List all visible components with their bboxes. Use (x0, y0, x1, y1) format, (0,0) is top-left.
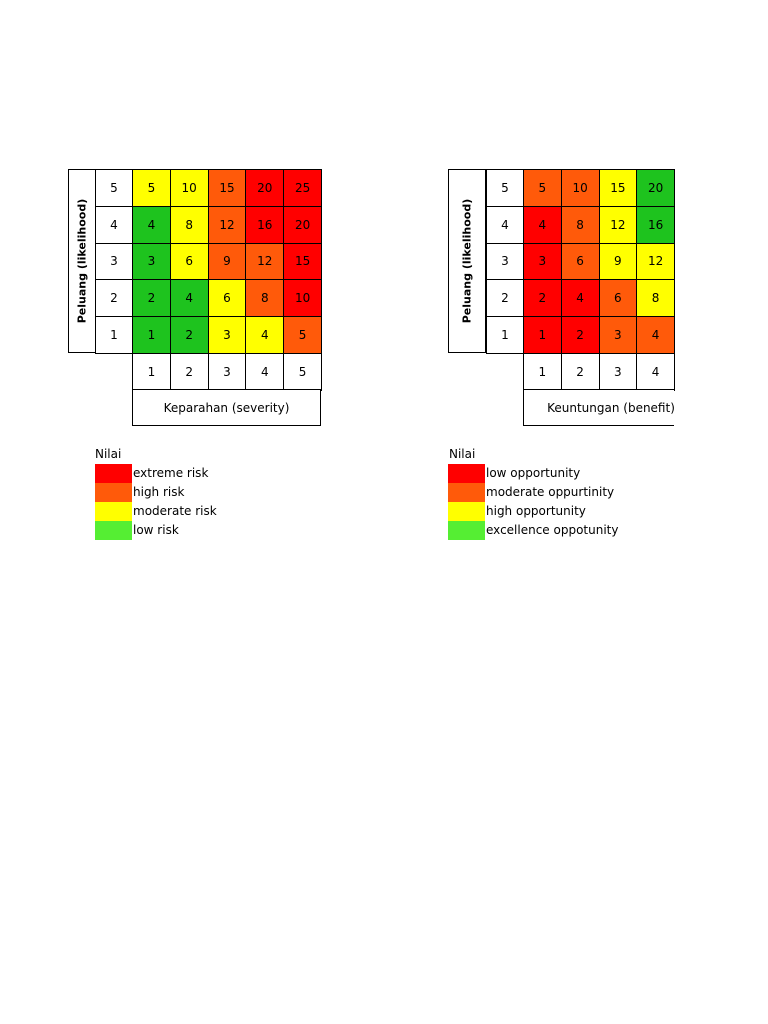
opportunity_matrix-legend-swatch (448, 502, 485, 521)
opportunity_matrix-legend-label: excellence oppotunity (486, 523, 619, 537)
opportunity_matrix-cell: 5 (523, 169, 562, 207)
risk_matrix-legend-swatch (95, 521, 132, 540)
opportunity_matrix-legend-swatch (448, 521, 485, 540)
risk_matrix-cell: 10 (283, 279, 322, 318)
risk_matrix-cell: 10 (169, 169, 209, 207)
opportunity-x-axis-clip: Keuntungan (benefit) (523, 389, 674, 427)
opportunity_matrix-col-header: 1 (523, 353, 562, 391)
opportunity_matrix-cell: 9 (598, 242, 638, 281)
risk_matrix-legend-label: high risk (133, 485, 185, 499)
opportunity_matrix-legend-label: low opportunity (486, 466, 581, 480)
risk_matrix-cell: 4 (169, 279, 209, 318)
risk_matrix-cell: 20 (245, 169, 285, 207)
opportunity_matrix-cell: 8 (636, 279, 675, 318)
opportunity_matrix-col-header: 4 (636, 353, 675, 391)
risk_matrix-cell: 15 (283, 242, 322, 281)
opportunity_matrix-legend-label: high opportunity (486, 504, 586, 518)
opportunity_matrix-cell: 15 (598, 169, 638, 207)
opportunity_matrix-cell: 4 (636, 316, 675, 354)
opportunity_matrix-cell: 16 (636, 205, 675, 244)
risk_matrix-cell: 8 (245, 279, 285, 318)
opportunity_matrix-cell: 8 (560, 205, 600, 244)
opportunity-y-axis-label-box: Peluang (likelihood) (448, 169, 486, 353)
opportunity_matrix-cell: 12 (598, 205, 638, 244)
risk-y-axis-label-box: Peluang (likelihood) (68, 169, 96, 353)
opportunity_matrix-row-header: 1 (486, 316, 524, 354)
opportunity_matrix-cell: 6 (598, 279, 638, 318)
risk_matrix-cell: 16 (245, 205, 285, 244)
risk_matrix-col-header: 2 (169, 353, 209, 391)
opportunity_matrix-cell: 3 (523, 242, 562, 281)
opportunity-x-axis-label: Keuntungan (benefit) (523, 389, 674, 426)
opportunity_matrix-cell: 1 (523, 316, 562, 354)
opportunity_matrix-cell: 12 (636, 242, 675, 281)
risk_matrix-legend-label: moderate risk (133, 504, 217, 518)
risk_matrix-row-header: 5 (95, 169, 133, 207)
opportunity_matrix-cell: 10 (560, 169, 600, 207)
opportunity_matrix-cell: 20 (636, 169, 675, 207)
opportunity_matrix-cell: 2 (560, 316, 600, 354)
risk_matrix-legend-swatch (95, 502, 132, 521)
opportunity_matrix-cell: 3 (598, 316, 638, 354)
risk_matrix-cell: 5 (283, 316, 322, 354)
risk_matrix-cell: 25 (283, 169, 322, 207)
opportunity_matrix-col-header: 2 (560, 353, 600, 391)
risk_matrix-legend-label: extreme risk (133, 466, 209, 480)
risk-legend-title: Nilai (95, 447, 122, 461)
opportunity_matrix-cell: 4 (560, 279, 600, 318)
opportunity_matrix-legend-label: moderate oppurtinity (486, 485, 615, 499)
opportunity_matrix-row-header: 3 (486, 242, 524, 281)
opportunity_matrix-row-header: 4 (486, 205, 524, 244)
risk_matrix-legend-swatch (95, 464, 132, 483)
risk_matrix-legend-swatch (95, 483, 132, 502)
risk-x-axis-label: Keparahan (severity) (132, 389, 321, 426)
risk_matrix-cell: 12 (207, 205, 247, 244)
risk_matrix-cell: 15 (207, 169, 247, 207)
risk_matrix-row-header: 1 (95, 316, 133, 354)
opportunity_matrix-legend-swatch (448, 464, 485, 483)
opportunity_matrix-cell: 2 (523, 279, 562, 318)
risk_matrix-cell: 12 (245, 242, 285, 281)
risk_matrix-cell: 5 (132, 169, 171, 207)
opportunity-legend-title: Nilai (449, 447, 476, 461)
opportunity_matrix-col-header: 3 (598, 353, 638, 391)
risk_matrix-legend-label: low risk (133, 523, 179, 537)
risk_matrix-cell: 20 (283, 205, 322, 244)
risk_matrix-cell: 4 (245, 316, 285, 354)
opportunity_matrix-cell: 6 (560, 242, 600, 281)
opportunity_matrix-legend-swatch (448, 483, 485, 502)
opportunity_matrix-row-header: 2 (486, 279, 524, 318)
risk_matrix-cell: 9 (207, 242, 247, 281)
opportunity_matrix-cell: 4 (523, 205, 562, 244)
opportunity_matrix-row-header: 5 (486, 169, 524, 207)
opportunity-y-axis-label: Peluang (likelihood) (460, 198, 474, 324)
